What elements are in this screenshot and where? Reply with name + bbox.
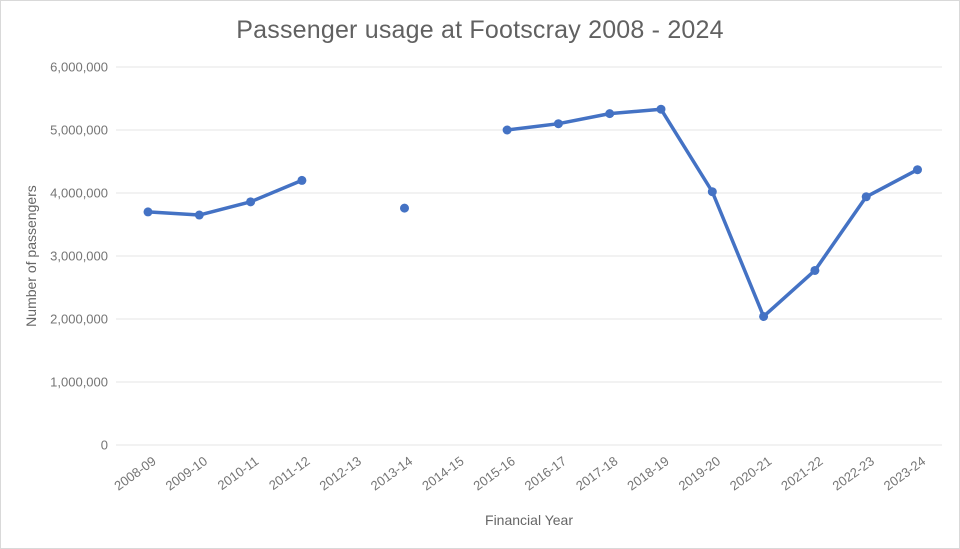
x-axis-title: Financial Year (485, 512, 573, 528)
x-tick-label: 2013-14 (368, 453, 415, 493)
x-tick-label: 2008-09 (111, 453, 158, 493)
series-line (146, 178, 304, 217)
series-line (505, 107, 920, 319)
data-point-2009-10 (194, 210, 204, 220)
x-tick-label: 2023-24 (881, 453, 928, 493)
y-tick-label: 6,000,000 (50, 60, 108, 75)
y-tick-label: 1,000,000 (50, 375, 108, 390)
data-point-2019-20 (707, 187, 717, 197)
data-point-2015-16 (502, 125, 512, 135)
data-point-2020-21 (759, 311, 769, 321)
y-tick-label: 2,000,000 (50, 312, 108, 327)
data-point-2017-18 (605, 109, 615, 119)
y-tick-label: 0 (101, 438, 108, 453)
data-point-2018-19 (656, 104, 666, 114)
x-tick-label: 2012-13 (317, 453, 364, 493)
chart-title: Passenger usage at Footscray 2008 - 2024 (236, 16, 724, 44)
data-point-2022-23 (861, 192, 871, 202)
x-tick-label: 2009-10 (163, 453, 210, 493)
x-tick-label: 2021-22 (778, 453, 825, 493)
x-tick-label: 2020-21 (727, 453, 774, 493)
y-tick-label: 3,000,000 (50, 249, 108, 264)
x-tick-label: 2022-23 (830, 453, 877, 493)
y-tick-label: 4,000,000 (50, 186, 108, 201)
data-point-2021-22 (810, 265, 820, 275)
x-tick-label: 2017-18 (573, 453, 620, 493)
x-tick-label: 2014-15 (419, 453, 466, 493)
x-tick-label: 2010-11 (215, 453, 262, 493)
x-tick-label: 2015-16 (470, 453, 517, 493)
data-point-2008-09 (143, 207, 153, 217)
x-tick-label: 2016-17 (522, 453, 569, 493)
data-point-2010-11 (246, 197, 256, 207)
data-point-2011-12 (297, 175, 307, 185)
x-tick-label: 2018-19 (624, 453, 671, 493)
y-tick-label: 5,000,000 (50, 123, 108, 138)
x-tick-label: 2019-20 (676, 453, 723, 493)
data-point-2013-14 (400, 203, 409, 213)
data-point-2016-17 (553, 119, 563, 129)
data-point-2023-24 (913, 165, 922, 175)
x-tick-label: 2011-12 (266, 453, 313, 493)
